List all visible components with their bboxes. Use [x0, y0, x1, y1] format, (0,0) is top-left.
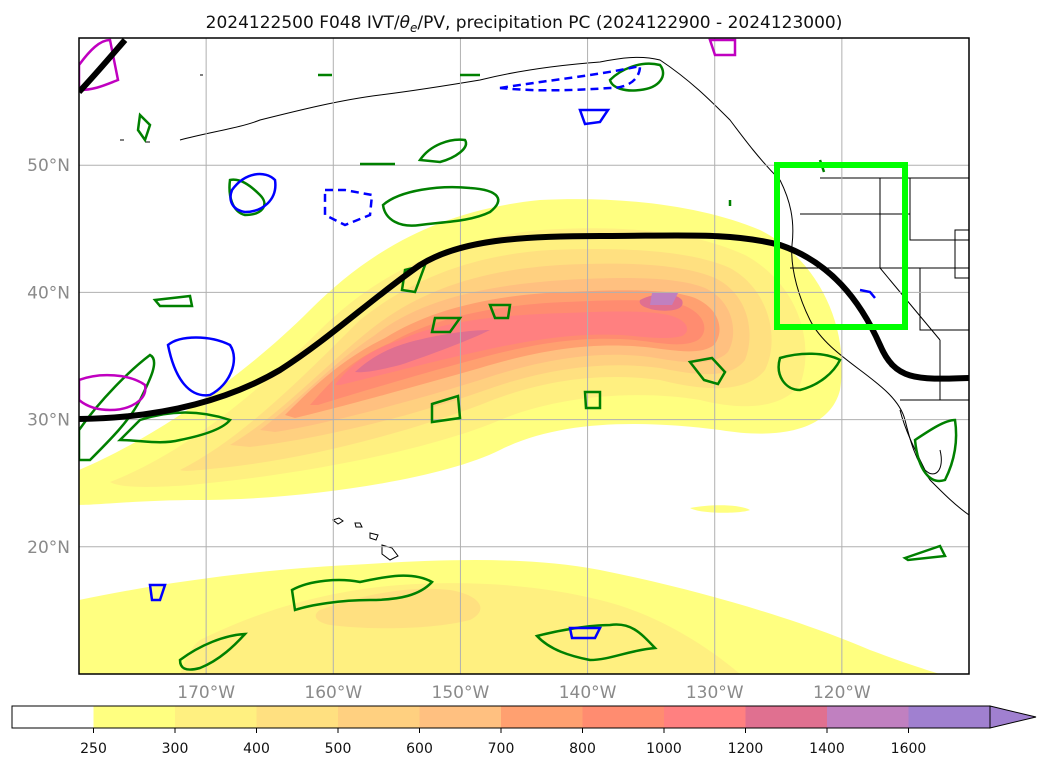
pv-green-17 — [178, 632, 248, 671]
lat-label: 30°N — [27, 411, 70, 431]
colorbar-swatch — [12, 706, 94, 728]
pv-green-18 — [534, 623, 658, 662]
pv-blue-contours — [148, 64, 876, 640]
pv-magenta-3 — [708, 38, 737, 57]
pv-green-1 — [381, 185, 500, 227]
latitude-labels: 50°N 40°N 30°N 20°N — [27, 156, 70, 558]
mexico-baja — [899, 409, 942, 475]
colorbar-swatch — [745, 706, 828, 728]
hawaii-island-1 — [331, 517, 344, 525]
colorbar-swatch — [501, 706, 583, 728]
colorbar-swatch — [582, 706, 665, 728]
pv-green-10 — [430, 316, 463, 334]
pv-green-8 — [152, 294, 194, 308]
colorbar-extend-arrow — [989, 705, 1037, 729]
pv-magenta-contours — [79, 38, 737, 412]
hawaii-island-4 — [381, 544, 399, 561]
pv-blue-dashed-1 — [499, 64, 642, 92]
pv-green-15 — [583, 390, 602, 410]
colorbar-swatch — [256, 706, 339, 728]
lon-label: 140°W — [559, 683, 617, 703]
pv-magenta-2 — [79, 373, 147, 412]
pv-green-13 — [687, 356, 727, 386]
hawaii-island-2 — [354, 522, 363, 528]
colorbar-label: 1200 — [728, 741, 764, 757]
longitude-labels: 170°W 160°W 150°W 140°W 130°W 120°W — [177, 683, 871, 703]
colorbar-label: 1600 — [891, 741, 927, 757]
islands — [120, 74, 399, 561]
colorbar-label: 800 — [569, 741, 596, 757]
pv-blue-5 — [568, 626, 603, 640]
colorbar-swatch — [93, 706, 176, 728]
lat-label: 40°N — [27, 283, 70, 303]
lon-label: 160°W — [304, 683, 362, 703]
lon-label: 150°W — [432, 683, 490, 703]
ivt-1400 — [650, 293, 678, 305]
pv-green-16 — [290, 574, 435, 612]
pv-green-12 — [430, 394, 462, 424]
colorbar-label: 1400 — [809, 741, 845, 757]
pv-green-2 — [417, 138, 468, 164]
colorbar-label: 700 — [488, 741, 515, 757]
colorbar-swatch — [664, 706, 746, 728]
colorbar-swatch — [175, 706, 257, 728]
pv-blue-1 — [229, 172, 277, 214]
colorbar-swatch — [827, 706, 909, 728]
pv-green-21 — [318, 73, 826, 206]
pv-blue-4 — [148, 583, 167, 602]
pv-blue-dashed-2 — [323, 188, 374, 227]
pv-green-20 — [902, 544, 947, 562]
colorbar-swatch — [419, 706, 502, 728]
colorbar-swatch — [908, 706, 991, 728]
pv-blue-3 — [578, 108, 611, 126]
pv-green-14 — [777, 352, 842, 392]
map-area — [79, 38, 969, 674]
theta-e-contour-nw — [79, 38, 128, 95]
state-ut — [919, 268, 969, 331]
lat-label: 20°N — [27, 538, 70, 558]
aleutian-dots — [120, 74, 203, 143]
colorbar-label: 400 — [243, 741, 270, 757]
hawaii-island-3 — [369, 532, 379, 541]
pv-blue-2 — [166, 336, 236, 397]
ivt-1200 — [355, 330, 490, 373]
pv-green-7 — [116, 411, 233, 444]
pv-green-11 — [488, 303, 512, 320]
state-wy-box — [954, 229, 969, 279]
pv-green-5 — [136, 112, 152, 143]
pv-green-6 — [79, 353, 156, 462]
na-west-coast — [779, 179, 969, 516]
lon-label: 130°W — [686, 683, 744, 703]
pv-blue-6 — [859, 288, 876, 299]
map-frame — [78, 37, 970, 675]
colorbar: 250 300 400 500 600 700 800 1000 1200 1400 1600 — [11, 705, 1037, 757]
colorbar-swatch — [338, 706, 420, 728]
ivt-400-south — [315, 588, 481, 629]
chart-title: 2024122500 F048 IVT/θe/PV, precipitation… — [206, 13, 843, 35]
colorbar-label: 600 — [406, 741, 433, 757]
pv-magenta-1 — [79, 38, 120, 92]
alaska-coast — [179, 56, 781, 181]
lat-label: 50°N — [27, 156, 70, 176]
colorbar-label: 250 — [80, 741, 107, 757]
lon-label: 170°W — [177, 683, 235, 703]
pv-green-contours — [79, 62, 958, 671]
ivt-250-small — [690, 505, 750, 513]
colorbar-label: 300 — [162, 741, 189, 757]
lon-label: 120°W — [813, 683, 871, 703]
colorbar-label: 1000 — [646, 741, 682, 757]
state-wa-or — [800, 213, 969, 241]
region-highlight-box — [774, 162, 908, 330]
ivt-1000 — [335, 311, 688, 385]
colorbar-label: 500 — [325, 741, 352, 757]
pv-green-19 — [913, 418, 958, 483]
